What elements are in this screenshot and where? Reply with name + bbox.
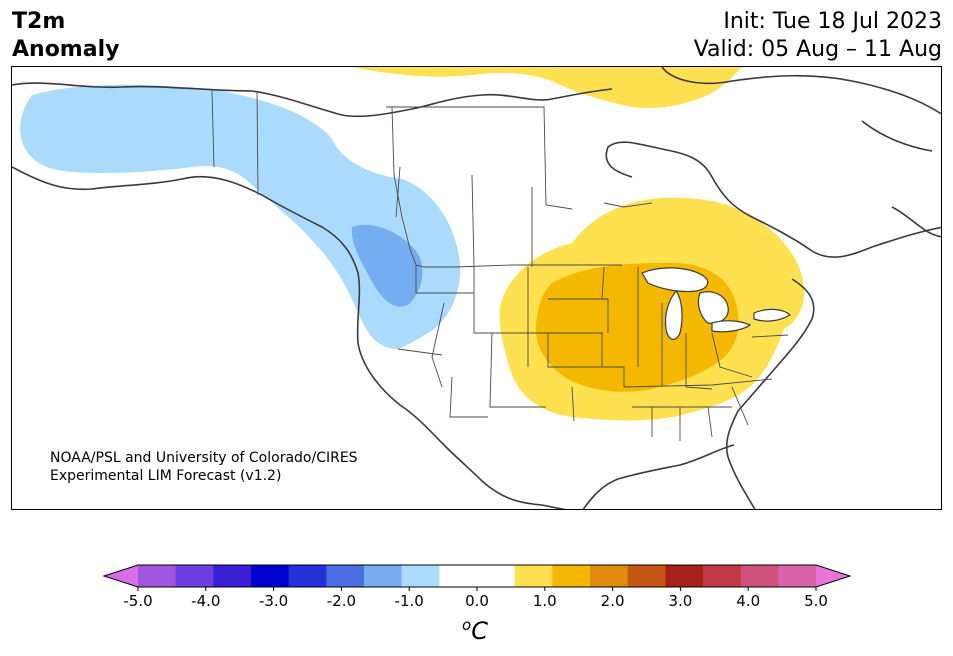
init-date: Init: Tue 18 Jul 2023 xyxy=(723,9,942,34)
unit-superscript: o xyxy=(462,616,472,634)
colorbar-segment xyxy=(514,565,553,587)
colorbar-tick-label: 1.0 xyxy=(533,592,557,610)
warm-anomaly-arctic xyxy=(352,67,742,109)
valid-range: Valid: 05 Aug – 11 Aug xyxy=(693,37,942,62)
map-title: T2m Anomaly xyxy=(12,8,119,64)
anomaly-fills xyxy=(20,67,805,421)
colorbar-segment xyxy=(703,565,742,587)
map-panel: NOAA/PSL and University of Colorado/CIRE… xyxy=(11,66,942,510)
map-svg: NOAA/PSL and University of Colorado/CIRE… xyxy=(12,67,941,509)
warm-anomaly-core xyxy=(535,263,739,392)
colorbar: -5.0 -4.0 -3.0 -2.0 -1.0 0.0 1.0 2.0 3.0 4.0 5.0 xyxy=(0,560,953,624)
colorbar-segment xyxy=(778,565,817,587)
colorbar-extend-high xyxy=(816,565,850,587)
title-line-2: Anomaly xyxy=(12,37,120,62)
colorbar-tick-label: -3.0 xyxy=(259,592,288,610)
colorbar-tick-label: 2.0 xyxy=(601,592,625,610)
colorbar-tick-label: -2.0 xyxy=(327,592,356,610)
colorbar-segment xyxy=(401,565,440,587)
data-credit: NOAA/PSL and University of Colorado/CIRE… xyxy=(50,449,358,485)
colorbar-segment xyxy=(288,565,327,587)
colorbar-tick-label: 4.0 xyxy=(736,592,760,610)
colorbar-extend-low xyxy=(104,565,138,587)
colorbar-svg: -5.0 -4.0 -3.0 -2.0 -1.0 0.0 1.0 2.0 3.0 4.0 5.0 xyxy=(102,564,852,610)
cold-anomaly-region xyxy=(20,84,461,349)
colorbar-segment xyxy=(364,565,403,587)
colorbar-segment xyxy=(627,565,666,587)
title-line-1: T2m xyxy=(12,9,66,34)
colorbar-segment xyxy=(326,565,365,587)
coastlines xyxy=(12,67,941,509)
colorbar-segment xyxy=(552,565,591,587)
colorbar-segment xyxy=(138,565,177,587)
colorbar-segment xyxy=(590,565,629,587)
credit-line-2: Experimental LIM Forecast (v1.2) xyxy=(50,468,282,484)
cold-anomaly-core xyxy=(351,224,423,307)
colorbar-segment xyxy=(477,565,516,587)
colorbar-segment xyxy=(175,565,214,587)
colorbar-segment xyxy=(740,565,779,587)
credit-line-1: NOAA/PSL and University of Colorado/CIRE… xyxy=(50,450,358,466)
colorbar-segment xyxy=(665,565,704,587)
date-info: Init: Tue 18 Jul 2023 Valid: 05 Aug – 11… xyxy=(694,8,942,64)
colorbar-segment xyxy=(213,565,252,587)
colorbar-tick-label: 5.0 xyxy=(804,592,828,610)
colorbar-tick-label: -4.0 xyxy=(191,592,220,610)
colorbar-tick-label: 0.0 xyxy=(465,592,489,610)
colorbar-tick-label: 3.0 xyxy=(668,592,692,610)
colorbar-segment xyxy=(251,565,290,587)
unit-main: C xyxy=(471,617,488,645)
colorbar-unit: oC xyxy=(462,616,488,645)
political-borders xyxy=(211,90,789,441)
colorbar-segment xyxy=(439,565,478,587)
colorbar-tick-label: -5.0 xyxy=(123,592,152,610)
great-lakes xyxy=(641,267,791,340)
colorbar-tick-label: -1.0 xyxy=(395,592,424,610)
